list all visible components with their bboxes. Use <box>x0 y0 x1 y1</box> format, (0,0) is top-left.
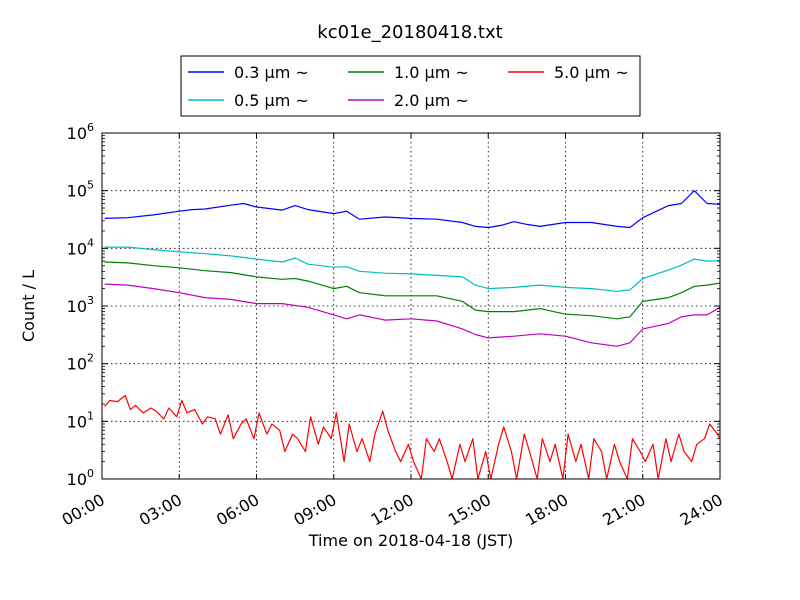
y-tick-label: 104 <box>67 236 94 258</box>
legend-label-2: 1.0 μm ~ <box>394 63 469 82</box>
y-tick-label: 106 <box>67 121 94 143</box>
legend-label-1: 0.5 μm ~ <box>234 91 309 110</box>
chart-title: kc01e_20180418.txt <box>317 22 502 43</box>
series-line-1 <box>104 246 720 292</box>
y-tick-exponent: 0 <box>87 467 94 480</box>
x-axis-label: Time on 2018-04-18 (JST) <box>308 531 513 550</box>
y-tick-base: 10 <box>67 470 87 489</box>
y-tick-label: 103 <box>67 294 94 316</box>
y-tick-label: 101 <box>67 409 94 431</box>
series-layer <box>104 190 720 479</box>
y-tick-label: 102 <box>67 352 94 374</box>
y-tick-exponent: 6 <box>87 121 94 134</box>
series-line-4 <box>104 394 720 479</box>
legend-label-3: 2.0 μm ~ <box>394 91 469 110</box>
y-tick-base: 10 <box>67 297 87 316</box>
series-line-2 <box>104 261 720 320</box>
legend-box <box>180 55 641 117</box>
y-tick-base: 10 <box>67 124 87 143</box>
y-tick-base: 10 <box>67 182 87 201</box>
y-tick-base: 10 <box>67 355 87 374</box>
y-tick-base: 10 <box>67 412 87 431</box>
series-line-0 <box>104 190 720 229</box>
y-tick-exponent: 1 <box>87 409 94 422</box>
y-axis-label: Count / L <box>19 270 38 342</box>
grid-lines <box>102 133 720 479</box>
y-tick-label: 100 <box>67 467 94 489</box>
y-tick-base: 10 <box>67 239 87 258</box>
y-tick-exponent: 4 <box>87 236 94 249</box>
y-tick-label: 105 <box>67 179 94 201</box>
y-tick-exponent: 3 <box>87 294 94 307</box>
axis-ticks <box>101 132 721 480</box>
legend-label-4: 5.0 μm ~ <box>554 63 629 82</box>
y-tick-exponent: 5 <box>87 179 94 192</box>
series-line-3 <box>104 283 720 347</box>
legend: 0.3 μm ~ 0.5 μm ~ 1.0 μm ~ 2.0 μm ~ 5.0 μm ~ <box>180 55 641 117</box>
y-tick-exponent: 2 <box>87 352 94 365</box>
legend-label-0: 0.3 μm ~ <box>234 63 309 82</box>
